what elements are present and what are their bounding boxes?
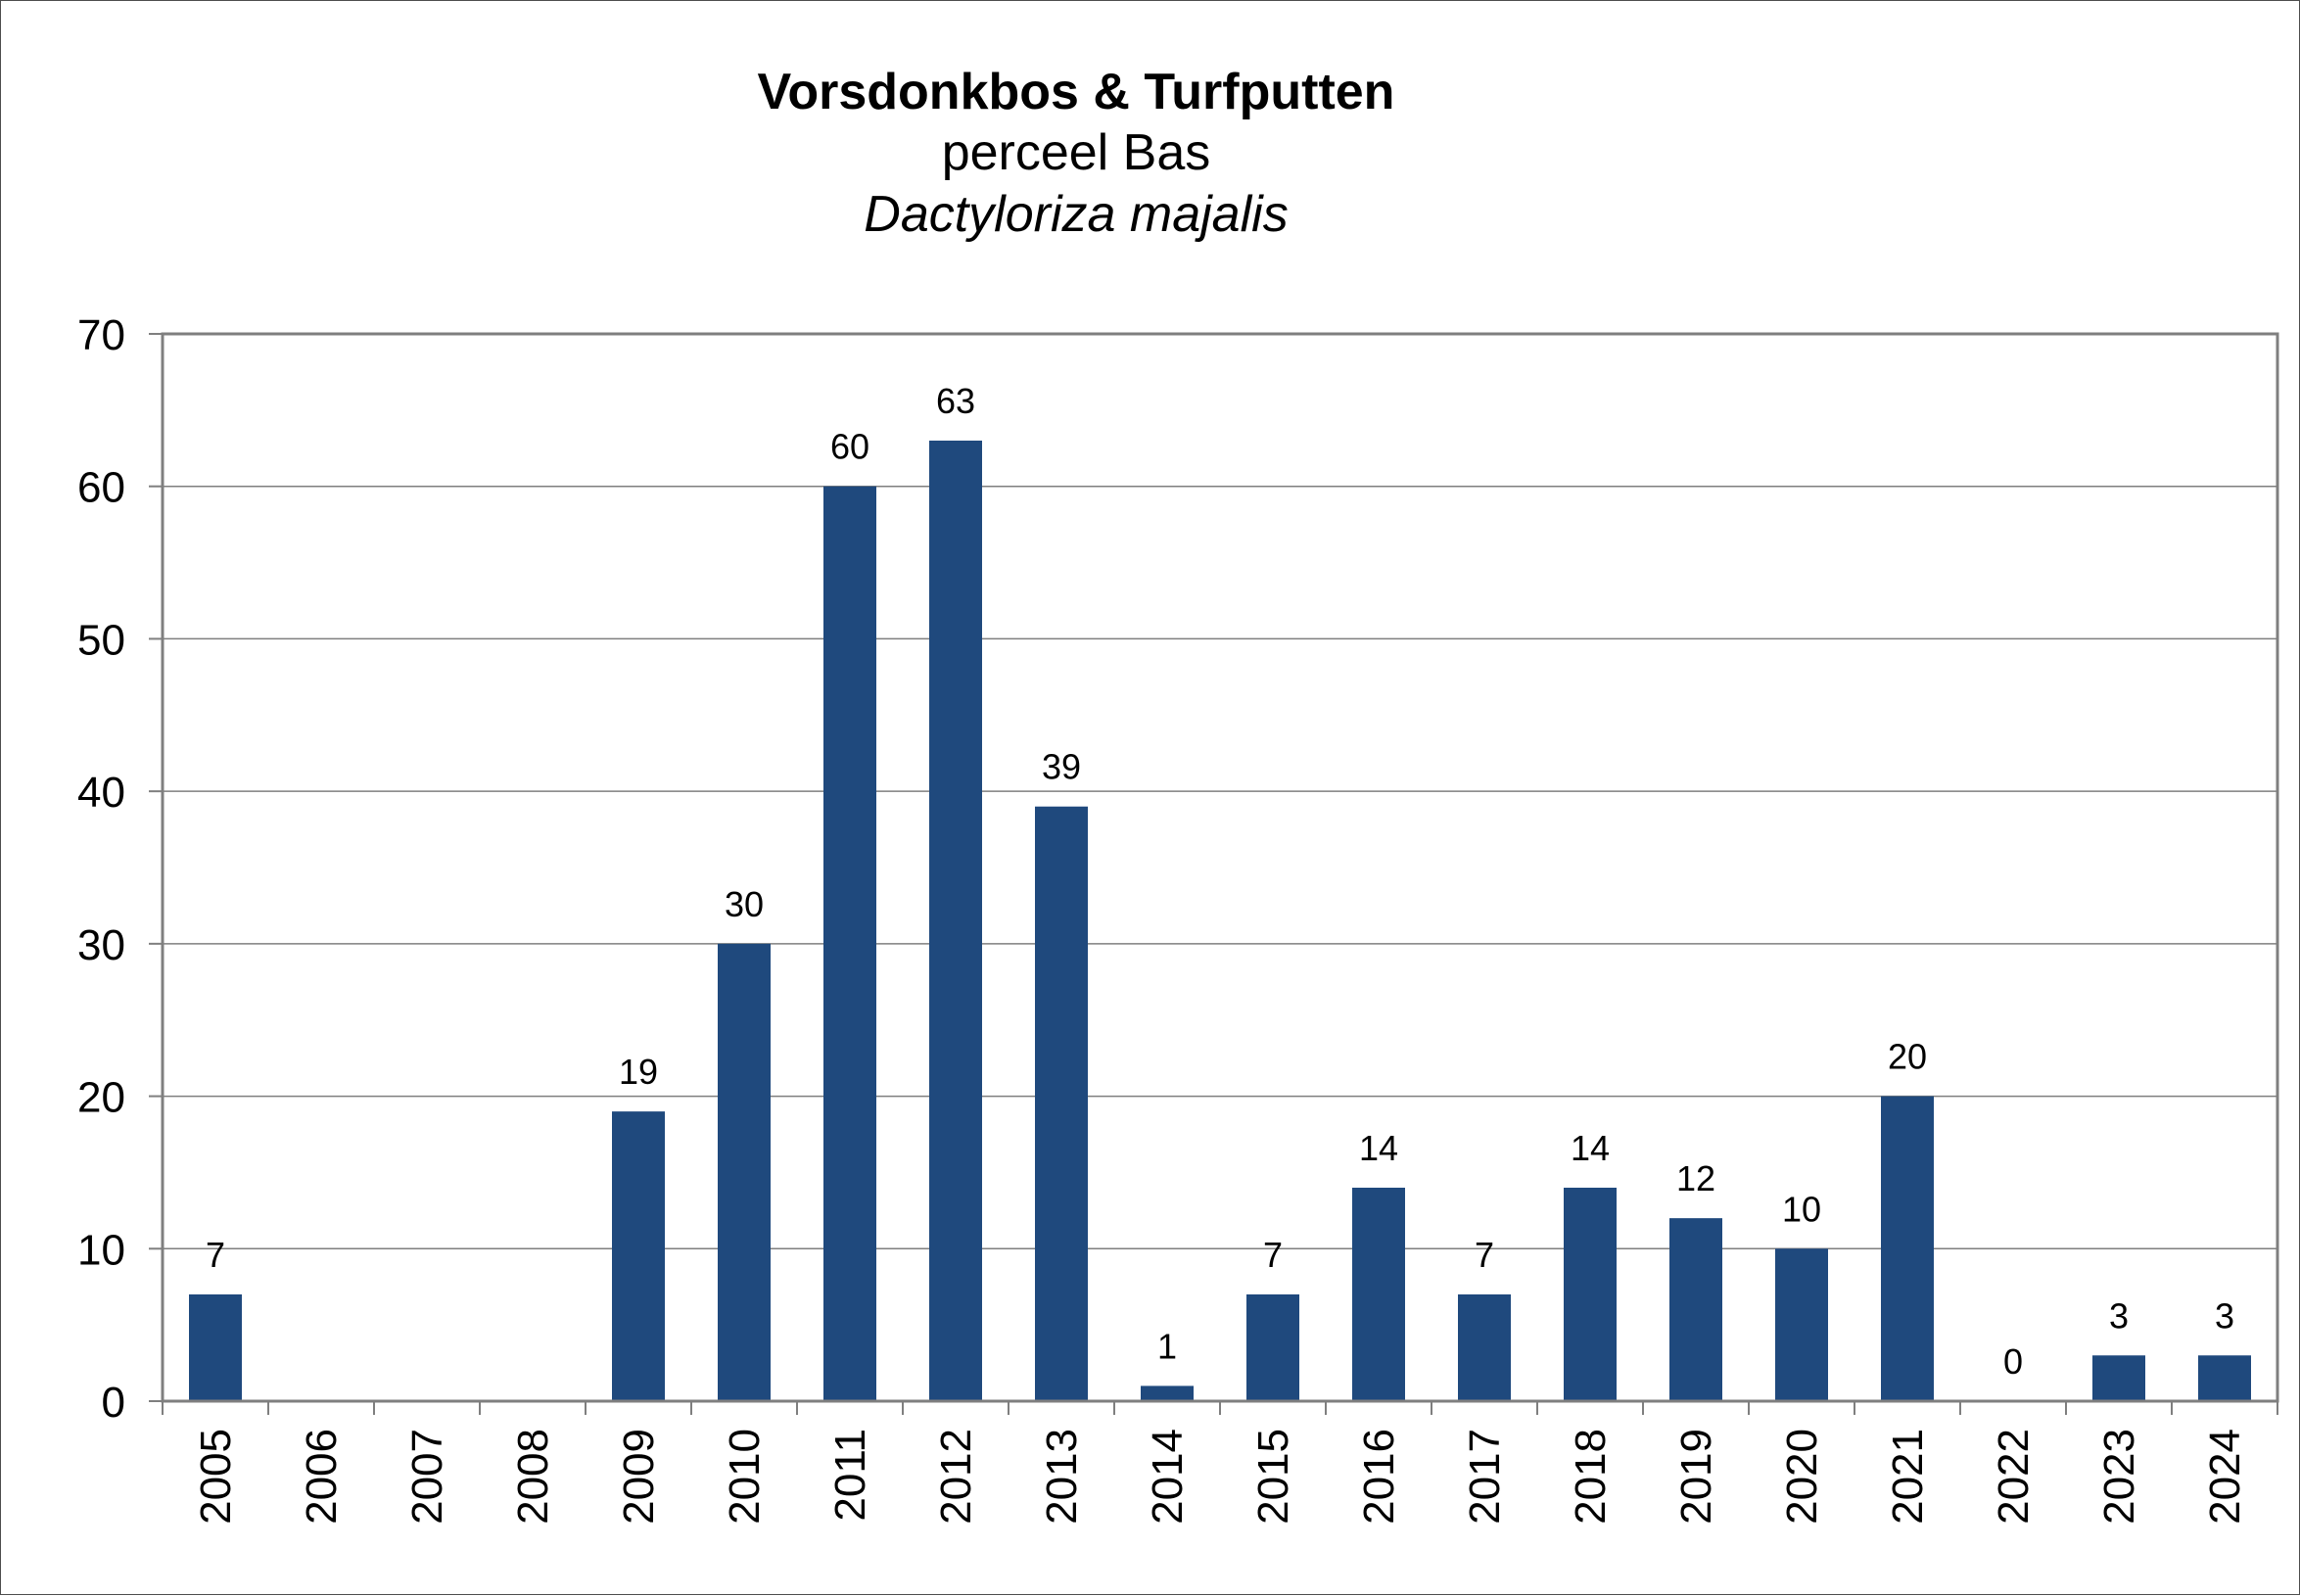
data-label-2018: 14 (1571, 1128, 1610, 1168)
data-label-2015: 7 (1263, 1235, 1283, 1275)
y-tick-label: 20 (77, 1074, 125, 1122)
y-tick-label: 40 (77, 769, 125, 817)
bar-2010 (718, 943, 771, 1401)
bar-2023 (2092, 1355, 2145, 1401)
x-tick-label-2023: 2023 (2095, 1429, 2143, 1525)
bar-2013 (1035, 806, 1088, 1401)
bar-2020 (1775, 1248, 1828, 1401)
data-label-2019: 12 (1676, 1158, 1715, 1198)
x-tick-label-2021: 2021 (1884, 1429, 1932, 1525)
bar-2021 (1881, 1096, 1934, 1401)
bar-2015 (1246, 1294, 1299, 1401)
data-label-2024: 3 (2215, 1295, 2234, 1336)
y-tick-label: 0 (102, 1379, 125, 1427)
x-tick-label-2012: 2012 (932, 1429, 980, 1525)
y-tick-label: 70 (77, 311, 125, 359)
bars (189, 441, 2251, 1401)
data-label-2014: 1 (1157, 1326, 1177, 1366)
x-tick-label-2006: 2006 (298, 1429, 346, 1525)
x-tick-label-2020: 2020 (1778, 1429, 1826, 1525)
y-tick-label: 60 (77, 464, 125, 512)
chart-title: Vorsdonkbos & Turfputten (758, 64, 1395, 120)
x-tick-label-2009: 2009 (615, 1429, 663, 1525)
x-tick-labels: 2005 2006 2007 2008 2009 2010 2011 2012 2013 2014… (192, 1429, 2249, 1525)
data-label-2011: 60 (830, 427, 869, 467)
bar-2009 (612, 1111, 665, 1401)
x-tick-label-2017: 2017 (1461, 1429, 1509, 1525)
x-tick-label-2022: 2022 (1990, 1429, 2038, 1525)
x-tick-label-2010: 2010 (721, 1429, 769, 1525)
bar-2014 (1141, 1385, 1194, 1401)
x-tick-label-2011: 2011 (826, 1429, 874, 1522)
data-label-2023: 3 (2109, 1295, 2129, 1336)
chart-subtitle: perceel Bas (942, 124, 1211, 181)
y-tick-label: 10 (77, 1226, 125, 1274)
bar-2005 (189, 1294, 242, 1401)
x-tick-label-2005: 2005 (192, 1429, 240, 1525)
x-tick-label-2014: 2014 (1144, 1429, 1192, 1525)
bar-2024 (2198, 1355, 2251, 1401)
bar-2019 (1669, 1218, 1722, 1401)
data-label-2022: 0 (2003, 1341, 2023, 1382)
bar-2016 (1352, 1188, 1405, 1401)
data-label-2009: 19 (619, 1052, 658, 1092)
x-tick-label-2019: 2019 (1672, 1429, 1720, 1525)
x-tick-label-2016: 2016 (1355, 1429, 1403, 1525)
y-tick-labels: 0 10 20 30 40 50 60 70 (77, 311, 125, 1427)
bar-2011 (823, 486, 876, 1401)
x-tick-label-2007: 2007 (403, 1429, 451, 1525)
bar-2012 (929, 441, 982, 1401)
data-label-2010: 30 (725, 884, 764, 924)
x-tick-label-2018: 2018 (1567, 1429, 1615, 1525)
data-label-2021: 20 (1888, 1037, 1927, 1077)
x-tick-label-2024: 2024 (2201, 1429, 2249, 1525)
axes (149, 332, 2279, 1415)
y-tick-label: 50 (77, 616, 125, 664)
data-label-2017: 7 (1475, 1235, 1494, 1275)
data-label-2020: 10 (1782, 1189, 1821, 1229)
x-tick-label-2008: 2008 (509, 1429, 557, 1525)
y-tick-label: 30 (77, 921, 125, 969)
x-tick-label-2013: 2013 (1038, 1429, 1086, 1525)
bar-2017 (1458, 1294, 1511, 1401)
x-tick-label-2015: 2015 (1249, 1429, 1297, 1525)
data-label-2016: 14 (1359, 1128, 1398, 1168)
gridlines (163, 333, 2277, 1250)
chart-species: Dactyloriza majalis (864, 186, 1288, 243)
data-label-2012: 63 (936, 381, 975, 421)
data-label-2013: 39 (1042, 747, 1081, 787)
bar-2018 (1564, 1188, 1617, 1401)
plot-area-border (161, 332, 2279, 1403)
data-labels: 7 19 30 60 63 39 1 7 14 7 14 12 10 20 0 3 3 (206, 381, 2234, 1382)
data-label-2005: 7 (206, 1235, 225, 1275)
